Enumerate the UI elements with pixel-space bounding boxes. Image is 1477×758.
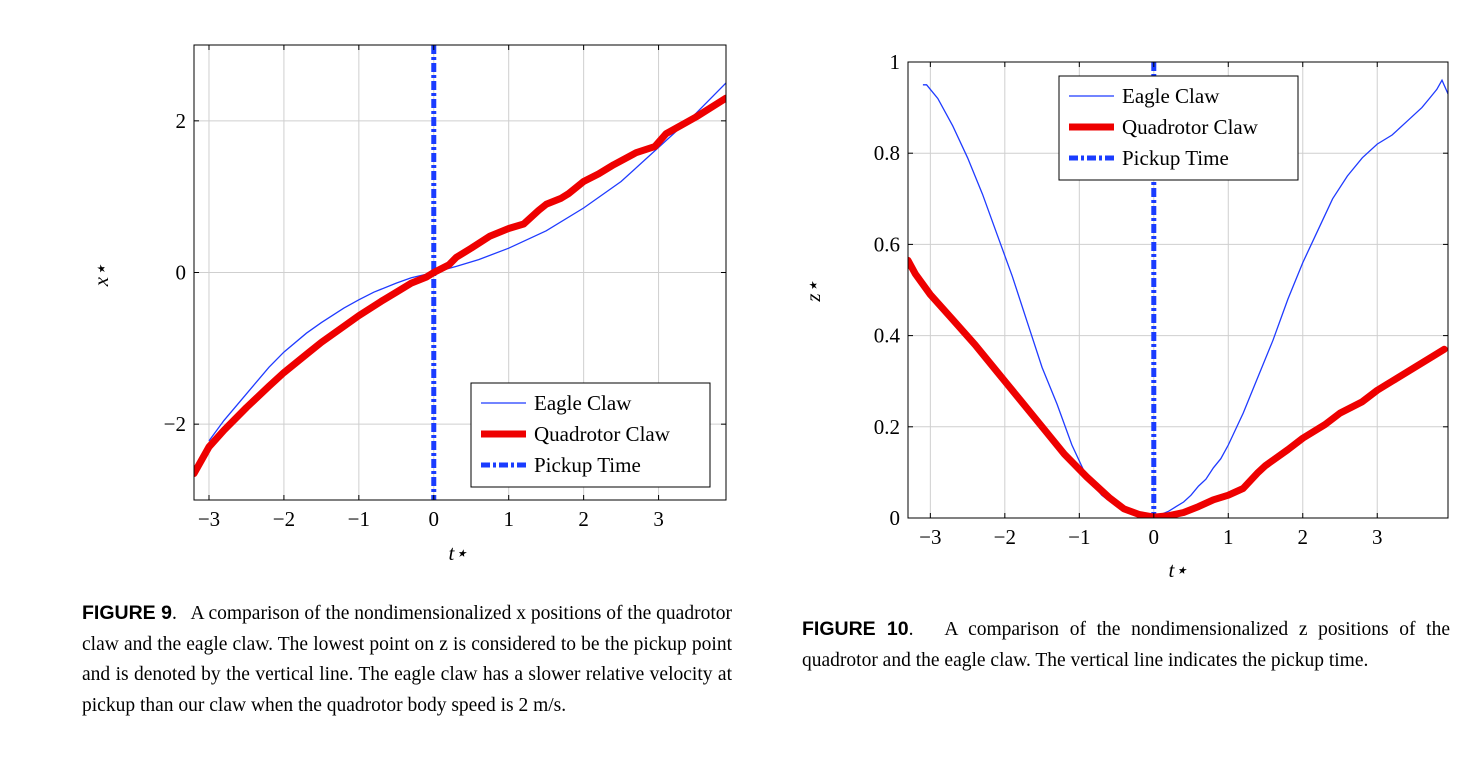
x-axis-label: t⋆ <box>1169 558 1188 582</box>
y-tick-label: 0 <box>890 506 901 530</box>
axis-ticks: −3 −2 −1 0 1 2 3 0 0.2 0.4 0.6 0.8 1 <box>874 50 1448 549</box>
legend-pickup-time-label: Pickup Time <box>534 453 641 477</box>
figure-10: −3 −2 −1 0 1 2 3 0 0.2 0.4 0.6 0.8 1 t⋆ z⋆ Eagle Claw Qu… <box>800 0 1477 600</box>
x-tick-label: 2 <box>1298 525 1309 549</box>
x-tick-label: 2 <box>578 507 589 531</box>
figure-10-caption: FIGURE 10. A comparison of the nondimens… <box>802 618 1450 671</box>
x-tick-label: −1 <box>348 507 370 531</box>
y-tick-label: 2 <box>176 109 187 133</box>
x-tick-label: 3 <box>1372 525 1383 549</box>
figure-9: −3 −2 −1 0 1 2 3 −2 0 2 t⋆ x⋆ Eagle Claw Quadrotor Cl… <box>0 0 740 590</box>
legend: Eagle Claw Quadrotor Claw Pickup Time <box>470 382 711 488</box>
figure-9-caption-text: A comparison of the nondimensionalized x… <box>82 603 732 716</box>
chart-z-positions: −3 −2 −1 0 1 2 3 0 0.2 0.4 0.6 0.8 1 t⋆ z⋆ Eagle Claw Qu… <box>801 50 1449 582</box>
legend-quadrotor-claw-label: Quadrotor Claw <box>534 422 671 446</box>
x-tick-label: −3 <box>919 525 941 549</box>
x-tick-label: 0 <box>1149 525 1160 549</box>
x-tick-label: −1 <box>1068 525 1090 549</box>
legend-eagle-claw-label: Eagle Claw <box>1122 84 1220 108</box>
quadrotor-claw-line <box>194 94 726 477</box>
y-axis-label: x⋆ <box>89 264 113 287</box>
figure-9-label: FIGURE 9 <box>82 602 172 624</box>
y-tick-label: 0.6 <box>874 232 900 256</box>
x-tick-label: 1 <box>503 507 514 531</box>
x-tick-label: −2 <box>273 507 295 531</box>
figure-10-label: FIGURE 10 <box>802 618 909 640</box>
data-series <box>194 45 726 500</box>
figure-10-caption-text: A comparison of the nondimensionalized z… <box>802 619 1450 671</box>
x-tick-label: 1 <box>1223 525 1234 549</box>
x-tick-label: −3 <box>198 507 220 531</box>
y-tick-label: 0 <box>176 261 187 285</box>
figure-9-caption: FIGURE 9. A comparison of the nondimensi… <box>82 602 732 716</box>
axis-ticks: −3 −2 −1 0 1 2 3 −2 0 2 <box>164 45 726 531</box>
legend: Eagle Claw Quadrotor Claw Pickup Time <box>1058 75 1299 181</box>
eagle-claw-line <box>208 82 726 442</box>
y-axis-label: z⋆ <box>801 280 825 302</box>
y-tick-label: 0.4 <box>874 324 901 348</box>
y-tick-label: 1 <box>890 50 901 74</box>
plot-frame <box>907 61 1449 519</box>
y-tick-label: 0.8 <box>874 141 900 165</box>
y-tick-label: 0.2 <box>874 415 900 439</box>
x-axis-label: t⋆ <box>449 541 468 565</box>
x-tick-label: 3 <box>653 507 664 531</box>
legend-quadrotor-claw-label: Quadrotor Claw <box>1122 115 1259 139</box>
eagle-claw-line <box>922 78 1448 518</box>
legend-pickup-time-label: Pickup Time <box>1122 146 1229 170</box>
x-tick-label: −2 <box>994 525 1016 549</box>
chart-x-positions: −3 −2 −1 0 1 2 3 −2 0 2 t⋆ x⋆ Eagle Claw Quadrotor Cl… <box>89 44 727 565</box>
legend-eagle-claw-label: Eagle Claw <box>534 391 632 415</box>
y-tick-label: −2 <box>164 412 186 436</box>
quadrotor-claw-line <box>908 256 1448 518</box>
x-tick-label: 0 <box>429 507 440 531</box>
